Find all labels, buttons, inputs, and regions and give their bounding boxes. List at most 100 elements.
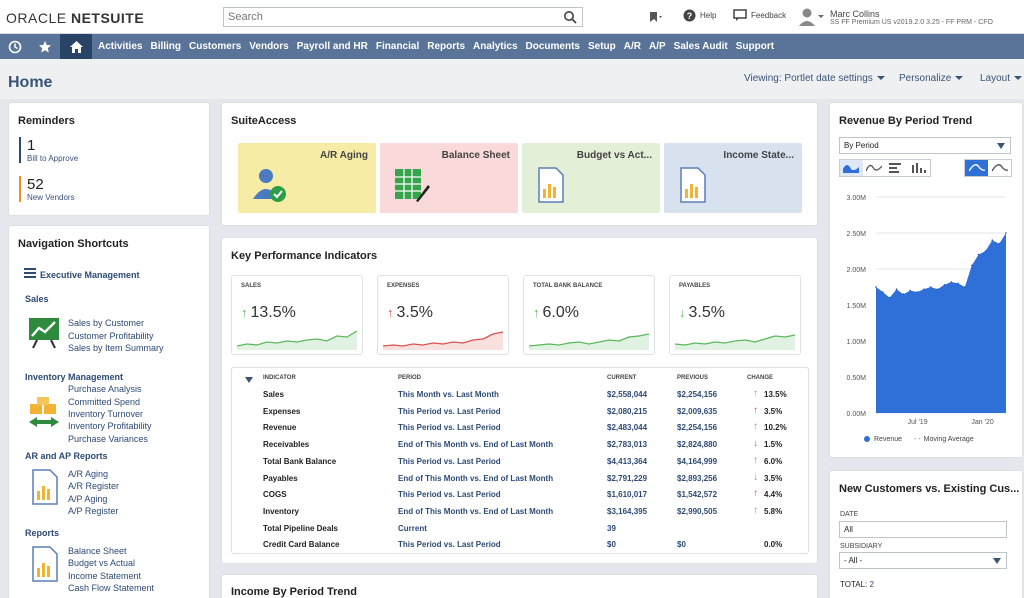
nav-item-reports[interactable]: Reports <box>427 41 466 52</box>
cash-flow-statement-link[interactable]: Cash Flow Statement <box>68 583 155 593</box>
executive-management-link[interactable]: Executive Management <box>40 270 140 280</box>
period-link[interactable]: This Period vs. Last Period <box>398 490 501 500</box>
revenue-point[interactable] <box>902 293 905 295</box>
collapse-caret-icon[interactable] <box>245 377 253 383</box>
current-value[interactable]: $2,791,229 <box>607 473 648 483</box>
bar-horizontal-icon[interactable] <box>885 160 908 176</box>
revenue-point[interactable] <box>916 291 918 293</box>
current-value[interactable]: $1,610,017 <box>607 490 648 500</box>
purchase-variances-link[interactable]: Purchase Variances <box>68 434 148 444</box>
nav-item-a-p[interactable]: A/P <box>648 41 666 52</box>
curve-filled-icon[interactable] <box>965 160 988 176</box>
kpi-card-total-bank-balance[interactable]: TOTAL BANK BALANCE ↑ 6.0% <box>523 275 655 355</box>
area-chart-icon[interactable] <box>840 160 863 176</box>
revenue-point[interactable] <box>950 281 953 283</box>
previous-value[interactable]: $2,254,156 <box>677 390 718 399</box>
recent-records-menu[interactable] <box>648 10 664 24</box>
previous-value[interactable]: $2,990,505 <box>677 506 718 516</box>
revenue-point[interactable] <box>964 286 966 288</box>
period-link[interactable]: This Period vs. Last Period <box>398 456 501 466</box>
revenue-point[interactable] <box>929 286 932 288</box>
nav-item-a-r[interactable]: A/R <box>623 41 641 52</box>
line-chart-icon[interactable] <box>863 160 886 176</box>
recent-icon[interactable] <box>0 34 30 59</box>
nav-item-setup[interactable]: Setup <box>587 41 616 52</box>
previous-value[interactable]: $2,893,256 <box>677 473 718 483</box>
sales-by-customer-link[interactable]: Sales by Customer <box>68 318 145 328</box>
kpi-row-total-bank-balance[interactable]: Total Bank Balance This Period vs. Last P… <box>232 454 808 471</box>
suiteaccess-tile-balance-sheet[interactable]: Balance Sheet <box>380 143 518 213</box>
period-link[interactable]: This Month vs. Last Month <box>398 390 499 399</box>
date-filter-input[interactable]: All <box>839 521 1007 538</box>
ar-aging-link[interactable]: A/R Aging <box>68 469 109 479</box>
income-statement-link[interactable]: Income Statement <box>68 571 142 581</box>
previous-value[interactable]: $2,254,156 <box>677 423 718 433</box>
personalize-menu[interactable]: Personalize <box>899 73 964 84</box>
period-link[interactable]: End of This Month vs. End of Last Month <box>398 506 554 516</box>
nav-item-vendors[interactable]: Vendors <box>249 41 289 52</box>
suiteaccess-tile-income-statement[interactable]: Income State... <box>664 143 802 213</box>
suiteaccess-tile-ar-aging[interactable]: A/R Aging <box>238 143 376 213</box>
period-link[interactable]: End of This Month vs. End of Last Month <box>398 440 554 450</box>
sales-by-item-summary-link[interactable]: Sales by Item Summary <box>68 343 164 353</box>
kpi-row-cogs[interactable]: COGS This Period vs. Last Period $1,610,01… <box>232 487 808 504</box>
nav-item-support[interactable]: Support <box>735 41 775 52</box>
favorites-star-icon[interactable] <box>30 34 60 59</box>
nav-item-customers[interactable]: Customers <box>189 41 242 52</box>
current-value[interactable]: $2,783,013 <box>607 440 648 450</box>
feedback-button[interactable]: Feedback <box>733 9 786 22</box>
revenue-point[interactable] <box>875 286 877 288</box>
nav-item-payroll-and-hr[interactable]: Payroll and HR <box>296 41 368 52</box>
layout-menu[interactable]: Layout <box>980 73 1023 84</box>
nav-item-sales-audit[interactable]: Sales Audit <box>673 41 728 52</box>
current-value[interactable]: 39 <box>607 523 616 533</box>
kpi-row-credit-card-balance[interactable]: Credit Card Balance This Period vs. Last … <box>232 537 808 554</box>
kpi-row-sales[interactable]: Sales This Month vs. Last Month $2,558,044… <box>232 387 808 404</box>
revenue-point[interactable] <box>936 288 939 290</box>
revenue-point[interactable] <box>909 289 911 292</box>
ap-register-link[interactable]: A/P Register <box>68 506 119 516</box>
kpi-row-total-pipeline-deals[interactable]: Total Pipeline Deals Current 39 <box>232 521 808 538</box>
balance-sheet-link[interactable]: Balance Sheet <box>68 546 127 556</box>
revenue-point[interactable] <box>923 288 925 290</box>
bar-vertical-icon[interactable] <box>908 160 931 176</box>
nav-item-documents[interactable]: Documents <box>525 41 580 52</box>
ar-register-link[interactable]: A/R Register <box>68 481 120 491</box>
ap-aging-link[interactable]: A/P Aging <box>68 494 108 504</box>
revenue-point[interactable] <box>984 250 987 252</box>
previous-value[interactable]: $0 <box>677 540 686 550</box>
nav-item-analytics[interactable]: Analytics <box>473 41 518 52</box>
revenue-point[interactable] <box>1005 232 1007 234</box>
subsidiary-select[interactable]: - All - <box>839 552 1007 569</box>
portlet-date-settings-menu[interactable]: Viewing: Portlet date settings <box>744 73 885 84</box>
current-value[interactable]: $2,558,044 <box>607 390 648 399</box>
user-menu[interactable]: Marc Collins SS FF Premium US v2019.2.0 … <box>798 7 993 30</box>
previous-value[interactable]: $2,009,635 <box>677 406 718 416</box>
inventory-profitability-link[interactable]: Inventory Profitability <box>68 421 152 431</box>
committed-spend-link[interactable]: Committed Spend <box>68 397 141 407</box>
kpi-card-sales[interactable]: SALES ↑ 13.5% <box>231 275 363 355</box>
period-link[interactable]: End of This Month vs. End of Last Month <box>398 473 554 483</box>
kpi-row-inventory[interactable]: Inventory End of This Month vs. End of La… <box>232 504 808 521</box>
current-value[interactable]: $2,080,215 <box>607 406 648 416</box>
current-value[interactable]: $0 <box>607 540 616 550</box>
reminder-new-vendors[interactable]: 52 New Vendors <box>19 176 75 202</box>
revenue-point[interactable] <box>957 282 959 285</box>
kpi-row-revenue[interactable]: Revenue This Period vs. Last Period $2,483… <box>232 420 808 437</box>
kpi-card-payables[interactable]: PAYABLES ↓ 3.5% <box>669 275 801 355</box>
period-select[interactable]: By Period <box>839 137 1011 154</box>
revenue-point[interactable] <box>882 291 884 293</box>
kpi-row-receivables[interactable]: Receivables End of This Month vs. End of … <box>232 437 808 454</box>
previous-value[interactable]: $4,164,999 <box>677 456 718 466</box>
kpi-row-payables[interactable]: Payables End of This Month vs. End of Las… <box>232 471 808 488</box>
revenue-point[interactable] <box>971 264 973 267</box>
home-icon[interactable] <box>60 34 92 59</box>
revenue-area[interactable] <box>876 233 1006 413</box>
search-icon[interactable] <box>563 10 577 24</box>
legend-moving-average[interactable]: - - Moving Average <box>914 436 974 443</box>
period-link[interactable]: This Period vs. Last Period <box>398 540 501 550</box>
current-value[interactable]: $2,483,044 <box>607 423 648 433</box>
curve-outline-icon[interactable] <box>988 160 1011 176</box>
previous-value[interactable]: $2,824,880 <box>677 440 718 450</box>
kpi-card-expenses[interactable]: EXPENSES ↑ 3.5% <box>377 275 509 355</box>
